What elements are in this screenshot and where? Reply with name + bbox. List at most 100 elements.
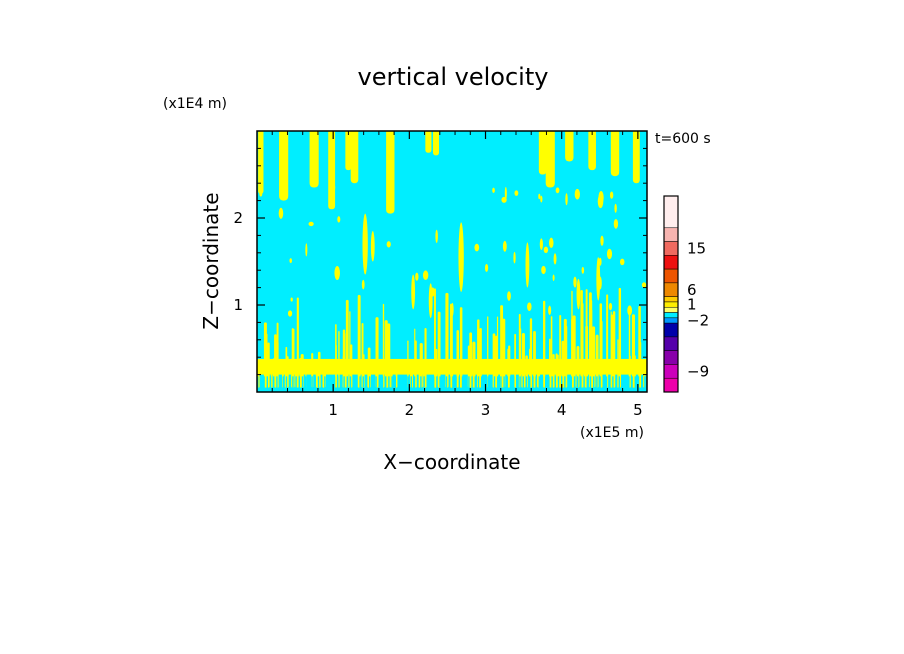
surface-striation <box>362 376 364 392</box>
surface-striation <box>541 376 544 392</box>
surface-striation <box>637 376 640 392</box>
surface-striation <box>589 376 592 392</box>
surface-striation <box>289 376 291 392</box>
upper-plume <box>345 131 352 171</box>
surface-striation <box>468 376 470 392</box>
scattered-cell <box>474 243 480 252</box>
colorbar-swatch <box>663 268 679 284</box>
surface-striation <box>503 376 505 392</box>
scattered-cell <box>549 237 554 249</box>
surface-striation <box>557 376 560 392</box>
scattered-cell <box>513 251 516 264</box>
surface-striation <box>593 376 595 392</box>
surface-striation <box>429 376 432 392</box>
surface-striation <box>404 376 406 392</box>
surface-striation <box>641 376 643 392</box>
surface-striation <box>497 376 499 392</box>
scattered-cell <box>492 187 495 193</box>
surface-band <box>257 358 647 375</box>
upper-plume <box>425 131 432 153</box>
surface-striation <box>317 376 320 392</box>
scattered-cell <box>538 193 541 200</box>
surface-striation <box>292 376 294 392</box>
upper-plume <box>632 131 640 184</box>
upper-plume <box>545 131 555 188</box>
upper-plume <box>309 131 319 188</box>
surface-striation <box>439 376 441 392</box>
scattered-cell <box>289 258 292 264</box>
upper-plume <box>386 131 395 214</box>
y-axis: 12 <box>233 147 647 376</box>
scattered-cell <box>308 221 314 227</box>
scattered-cell <box>552 274 555 281</box>
colorbar-swatch <box>663 364 679 379</box>
surface-striation <box>298 376 300 392</box>
colorbar-tick-label: 1 <box>687 296 697 314</box>
colorbar-swatch <box>663 322 679 338</box>
mid-plume <box>362 213 368 275</box>
scattered-cell <box>504 186 507 200</box>
scattered-cell <box>540 195 543 203</box>
upper-plume <box>350 131 359 184</box>
surface-striation <box>343 376 345 392</box>
surface-striation <box>500 376 502 392</box>
surface-striation <box>631 376 633 392</box>
surface-striation <box>612 376 614 392</box>
colorbar-swatch <box>663 336 679 351</box>
scattered-cell <box>600 235 604 246</box>
surface-striation <box>455 376 457 392</box>
surface-striation <box>359 376 361 392</box>
surface-striation <box>301 376 304 392</box>
surface-striation <box>365 376 368 392</box>
x-tick-label: 2 <box>405 401 415 419</box>
surface-striation <box>321 376 323 392</box>
surface-striation <box>615 376 617 392</box>
upper-plume <box>258 131 264 194</box>
surface-striation <box>644 376 646 392</box>
surface-striation <box>509 376 512 392</box>
colorbar: 15 61−2 −9 <box>663 195 709 393</box>
surface-striation <box>490 376 492 392</box>
scattered-cell <box>501 196 507 203</box>
scattered-cell <box>574 188 580 200</box>
mid-plume <box>370 231 375 262</box>
upper-plume <box>279 131 289 201</box>
scattered-cell <box>573 276 577 288</box>
surface-striation <box>586 376 588 392</box>
x-tick-label: 4 <box>557 401 567 419</box>
chart-title: vertical velocity <box>358 63 549 91</box>
surface-striation <box>609 376 611 392</box>
surface-striation <box>276 376 278 392</box>
scattered-cell <box>430 287 435 297</box>
surface-striation <box>567 376 569 392</box>
mid-plume <box>596 257 601 301</box>
surface-striation <box>522 376 524 392</box>
surface-striation <box>513 376 515 392</box>
surface-striation <box>554 376 556 392</box>
surface-striation <box>458 376 460 392</box>
scattered-cell <box>598 276 602 290</box>
colorbar-swatch <box>663 350 679 365</box>
surface-striation <box>580 376 582 392</box>
scattered-cell <box>514 190 519 196</box>
surface-striation <box>532 376 534 392</box>
surface-striation <box>577 376 579 392</box>
surface-striation <box>487 376 489 392</box>
surface-striation <box>445 376 448 392</box>
surface-striation <box>282 376 284 392</box>
surface-striation <box>602 376 604 392</box>
upper-plume <box>538 131 547 175</box>
surface-striation <box>314 376 316 392</box>
surface-striation <box>417 376 419 392</box>
surface-striation <box>525 376 528 392</box>
surface-striation <box>269 376 272 392</box>
surface-striation <box>519 376 521 392</box>
surface-striation <box>285 376 288 392</box>
surface-striation <box>436 376 438 392</box>
scattered-cell <box>527 302 532 312</box>
colorbar-swatch <box>663 241 679 256</box>
scattered-cell <box>597 194 604 209</box>
surface-striation <box>628 376 630 392</box>
surface-striation <box>481 376 483 392</box>
